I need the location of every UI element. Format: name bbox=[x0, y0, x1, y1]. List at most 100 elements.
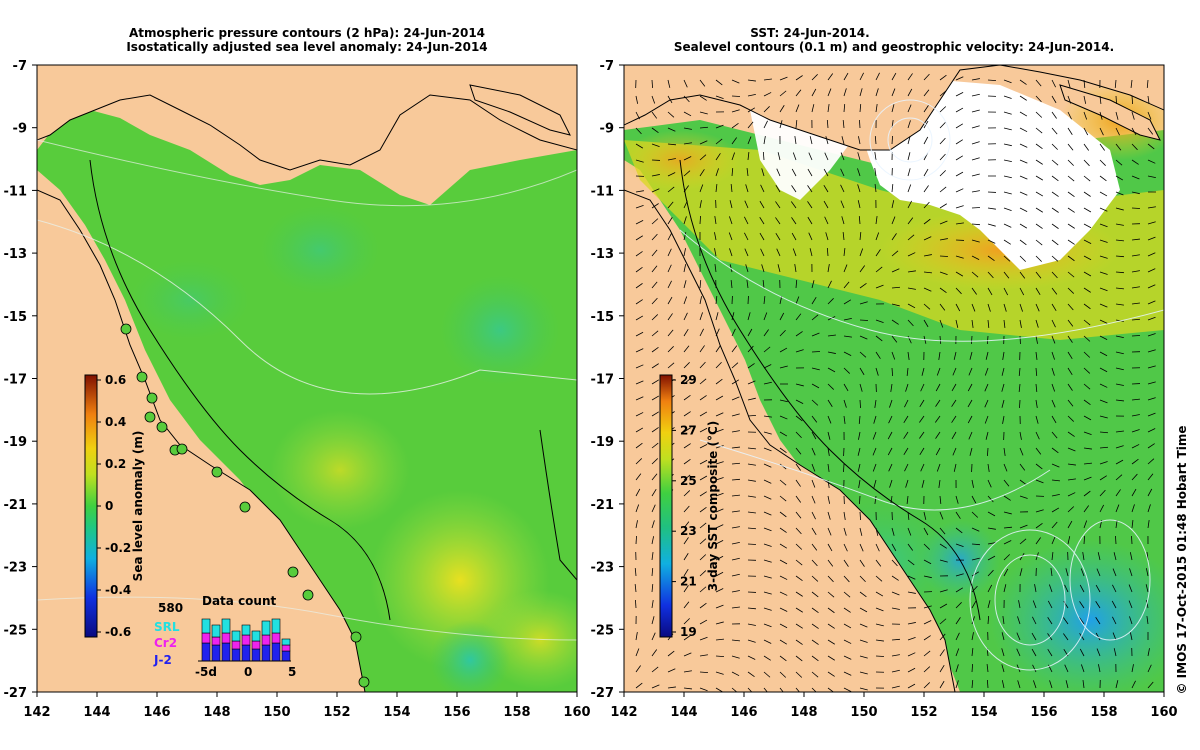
velocity-arrow bbox=[939, 680, 945, 689]
velocity-arrow bbox=[683, 474, 691, 481]
velocity-arrow bbox=[811, 543, 818, 551]
velocity-arrow bbox=[955, 543, 964, 548]
velocity-arrow bbox=[921, 479, 925, 488]
velocity-arrow bbox=[747, 136, 752, 145]
velocity-arrow bbox=[1067, 255, 1075, 262]
velocity-arrow bbox=[1099, 446, 1109, 449]
velocity-arrow bbox=[699, 169, 705, 177]
velocity-arrow bbox=[731, 526, 740, 529]
velocity-arrow bbox=[1035, 239, 1043, 246]
velocity-arrow bbox=[699, 184, 704, 193]
velocity-arrow bbox=[1047, 649, 1053, 657]
velocity-arrow bbox=[843, 415, 846, 424]
velocity-arrow bbox=[939, 90, 947, 97]
velocity-arrow bbox=[1017, 680, 1021, 689]
velocity-arrow bbox=[955, 527, 963, 534]
velocity-arrow bbox=[875, 319, 884, 323]
velocity-arrow bbox=[1035, 523, 1043, 529]
velocity-arrow bbox=[984, 367, 989, 376]
velocity-arrow bbox=[699, 554, 707, 561]
velocity-arrow bbox=[873, 479, 877, 488]
velocity-arrow bbox=[955, 319, 959, 328]
velocity-arrow bbox=[1096, 568, 1101, 577]
right-lat-label: -21 bbox=[591, 498, 615, 513]
velocity-arrow bbox=[907, 73, 913, 81]
velocity-arrow bbox=[919, 399, 925, 408]
velocity-arrow bbox=[651, 583, 654, 593]
velocity-arrow bbox=[921, 367, 925, 376]
velocity-arrow bbox=[827, 527, 832, 536]
velocity-arrow bbox=[651, 203, 659, 209]
velocity-arrow bbox=[744, 248, 749, 257]
data-count-bar bbox=[231, 648, 241, 662]
velocity-arrow bbox=[715, 312, 719, 321]
velocity-arrow bbox=[955, 287, 962, 295]
velocity-arrow bbox=[699, 602, 707, 609]
velocity-arrow bbox=[1019, 127, 1028, 133]
velocity-arrow bbox=[955, 76, 964, 81]
velocity-arrow bbox=[907, 527, 912, 536]
velocity-arrow bbox=[714, 248, 717, 257]
data-count-bar bbox=[281, 638, 291, 646]
velocity-arrow bbox=[811, 399, 819, 406]
velocity-arrow bbox=[795, 591, 803, 597]
velocity-arrow bbox=[1035, 175, 1044, 181]
velocity-arrow bbox=[759, 200, 765, 209]
velocity-arrow bbox=[843, 591, 851, 598]
velocity-arrow bbox=[747, 79, 756, 82]
velocity-arrow bbox=[791, 232, 797, 241]
velocity-arrow bbox=[907, 351, 910, 360]
velocity-arrow bbox=[951, 383, 957, 392]
velocity-arrow bbox=[1035, 79, 1042, 87]
velocity-arrow bbox=[731, 328, 736, 337]
velocity-arrow bbox=[859, 265, 866, 273]
velocity-arrow bbox=[731, 557, 740, 561]
velocity-arrow bbox=[651, 488, 657, 497]
velocity-arrow bbox=[1099, 287, 1108, 292]
velocity-arrow bbox=[951, 415, 957, 423]
velocity-arrow bbox=[939, 649, 945, 657]
velocity-arrow bbox=[683, 142, 692, 145]
velocity-arrow bbox=[1035, 383, 1038, 392]
sst-colorbar-tick-label: 25 bbox=[680, 474, 697, 488]
velocity-arrow bbox=[872, 463, 877, 472]
velocity-arrow bbox=[667, 362, 675, 369]
velocity-arrow bbox=[1147, 206, 1156, 209]
velocity-arrow bbox=[1097, 552, 1101, 561]
right-lon-axis: 142 144 146 148 150 152 154 156 158 160 bbox=[610, 692, 1178, 720]
velocity-arrow bbox=[1129, 568, 1133, 577]
sst-colorbar-tick-label: 19 bbox=[680, 625, 697, 639]
data-count-bar bbox=[271, 642, 281, 662]
velocity-arrow bbox=[1147, 381, 1156, 385]
velocity-arrow bbox=[939, 603, 948, 609]
velocity-arrow bbox=[1083, 505, 1090, 513]
velocity-arrow bbox=[875, 88, 879, 97]
velocity-arrow bbox=[1035, 255, 1042, 262]
velocity-arrow bbox=[651, 111, 658, 119]
velocity-arrow bbox=[987, 303, 991, 312]
velocity-arrow bbox=[1003, 95, 1012, 99]
velocity-arrow bbox=[875, 367, 879, 376]
velocity-arrow bbox=[827, 334, 836, 337]
velocity-arrow bbox=[715, 540, 724, 545]
velocity-arrow bbox=[1115, 351, 1124, 355]
velocity-arrow bbox=[955, 632, 960, 641]
velocity-arrow bbox=[919, 431, 925, 439]
velocity-arrow bbox=[1031, 632, 1037, 641]
velocity-arrow bbox=[1065, 568, 1069, 577]
velocity-arrow bbox=[699, 279, 702, 289]
right-lat-label: -17 bbox=[591, 373, 615, 388]
velocity-arrow bbox=[651, 79, 653, 89]
velocity-arrow bbox=[923, 527, 929, 536]
velocity-arrow bbox=[1131, 175, 1140, 180]
velocity-arrow bbox=[731, 494, 740, 497]
velocity-arrow bbox=[699, 459, 708, 465]
velocity-arrow bbox=[1067, 399, 1074, 407]
right-lon-label: 156 bbox=[1030, 705, 1057, 720]
velocity-arrow bbox=[1129, 632, 1133, 641]
velocity-arrow bbox=[779, 655, 787, 662]
velocity-arrow bbox=[939, 121, 946, 129]
velocity-arrow bbox=[715, 95, 724, 99]
velocity-arrow bbox=[1019, 79, 1027, 85]
data-count-inset: Data count 580 SRL Cr2 J-2 -5d 0 5 bbox=[153, 594, 296, 679]
